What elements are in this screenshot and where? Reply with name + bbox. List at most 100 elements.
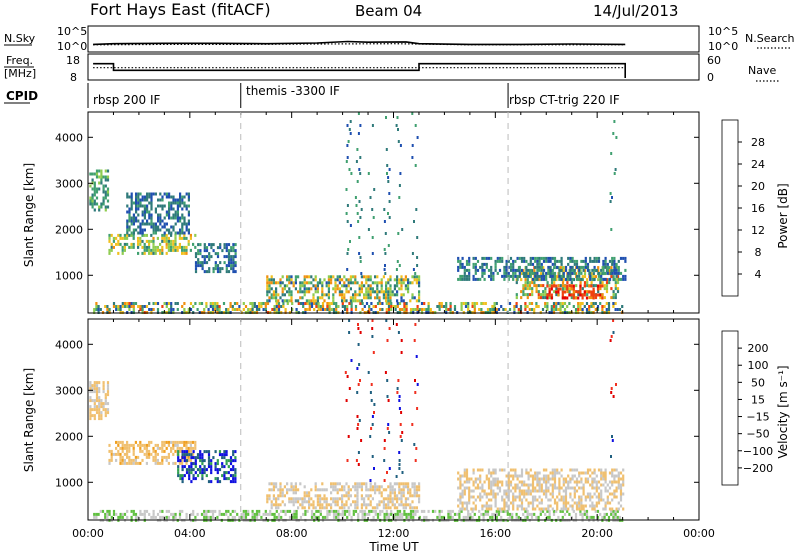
power-cell bbox=[387, 290, 390, 294]
velocity-cell bbox=[400, 488, 403, 492]
velocity-cell bbox=[313, 512, 316, 516]
power-cell bbox=[104, 178, 107, 182]
velocity-cell bbox=[490, 498, 493, 502]
power-cell bbox=[534, 259, 537, 263]
velocity-cell bbox=[275, 500, 278, 504]
power-cell bbox=[603, 287, 606, 291]
velocity-cell bbox=[365, 512, 369, 516]
power-cell bbox=[146, 198, 149, 202]
power-cell bbox=[297, 275, 300, 279]
velocity-cell bbox=[562, 504, 565, 508]
power-cell bbox=[427, 308, 430, 311]
power-cell bbox=[214, 305, 217, 308]
velocity-cell bbox=[167, 509, 171, 513]
power-cell bbox=[347, 290, 350, 294]
velocity-cell bbox=[167, 515, 171, 519]
power-cell bbox=[325, 281, 328, 285]
power-cell bbox=[119, 308, 122, 311]
velocity-cell bbox=[347, 491, 350, 495]
velocity-cell bbox=[341, 488, 344, 492]
power-cell bbox=[571, 271, 574, 275]
power-cell bbox=[168, 216, 171, 220]
velocity-cell bbox=[281, 494, 284, 498]
velocity-cell bbox=[575, 468, 579, 472]
velocity-cell bbox=[390, 512, 393, 516]
velocity-cell bbox=[294, 500, 297, 504]
power-cell bbox=[95, 202, 99, 206]
power-cell bbox=[592, 275, 595, 279]
power-cell bbox=[219, 270, 222, 274]
power-cell bbox=[584, 262, 587, 266]
power-cell bbox=[624, 274, 627, 278]
velocity-cell bbox=[106, 512, 109, 516]
velocity-colorbar-label: Velocity [m s⁻¹] bbox=[776, 365, 790, 458]
velocity-cell bbox=[518, 498, 521, 502]
power-cell bbox=[465, 274, 469, 278]
velocity-cell bbox=[536, 474, 539, 478]
power-cell bbox=[614, 266, 617, 270]
power-cell bbox=[546, 296, 549, 300]
velocity-cell bbox=[102, 390, 105, 394]
velocity-cell bbox=[407, 491, 410, 495]
power-cell bbox=[396, 278, 399, 282]
velocity-cell bbox=[286, 491, 289, 495]
power-cell bbox=[302, 305, 305, 308]
power-cell bbox=[299, 302, 303, 305]
velocity-cell bbox=[225, 450, 228, 454]
velocity-cell bbox=[203, 450, 206, 454]
power-cell bbox=[343, 308, 347, 311]
power-cell bbox=[349, 299, 352, 303]
velocity-cell bbox=[404, 500, 407, 504]
velocity-cell bbox=[115, 512, 118, 516]
power-cell bbox=[487, 268, 491, 272]
power-cell bbox=[178, 233, 181, 237]
power-streak-cell bbox=[613, 172, 616, 175]
power-cell bbox=[187, 231, 190, 235]
velocity-streak-cell bbox=[612, 331, 615, 334]
velocity-cell bbox=[596, 515, 600, 519]
power-cell bbox=[577, 302, 580, 305]
velocity-cell bbox=[470, 507, 473, 511]
velocity-cell bbox=[552, 512, 556, 516]
power-cell bbox=[476, 259, 480, 263]
power-cell bbox=[168, 228, 171, 232]
velocity-cell bbox=[221, 462, 224, 466]
velocity-cell bbox=[145, 509, 149, 513]
power-cell bbox=[557, 308, 560, 311]
power-cell bbox=[372, 305, 375, 308]
power-streak-cell bbox=[356, 212, 359, 215]
power-cell bbox=[288, 275, 291, 279]
power-cell bbox=[91, 187, 94, 191]
velocity-cell bbox=[582, 507, 585, 511]
velocity-cell bbox=[391, 485, 394, 489]
velocity-streak-cell bbox=[386, 395, 389, 398]
velocity-cell bbox=[606, 501, 609, 505]
power-cell bbox=[100, 205, 103, 209]
velocity-cell bbox=[398, 488, 401, 492]
station-title: Fort Hays East (fitACF) bbox=[90, 0, 271, 19]
power-cell bbox=[154, 225, 157, 229]
velocity-cell bbox=[540, 501, 543, 505]
velocity-ytick-label: 2000 bbox=[55, 430, 83, 443]
power-cell bbox=[354, 278, 357, 282]
power-cell bbox=[290, 278, 293, 282]
x-axis-label: Time UT bbox=[368, 540, 419, 554]
velocity-cell bbox=[531, 489, 535, 493]
power-cell bbox=[161, 198, 164, 202]
velocity-cell bbox=[121, 458, 124, 462]
power-cell bbox=[170, 302, 173, 305]
power-cell bbox=[321, 281, 324, 285]
velocity-cell bbox=[394, 515, 397, 519]
velocity-cell bbox=[244, 512, 248, 516]
velocity-cell bbox=[102, 402, 105, 406]
velocity-cell bbox=[622, 477, 625, 481]
velocity-cell bbox=[495, 515, 498, 519]
velocity-cell bbox=[352, 509, 355, 513]
power-cell bbox=[179, 216, 182, 220]
power-cell bbox=[387, 281, 390, 285]
velocity-cell bbox=[126, 443, 129, 447]
power-cell bbox=[581, 278, 584, 282]
power-cell bbox=[559, 266, 562, 270]
power-cell bbox=[523, 256, 526, 260]
power-cell bbox=[590, 293, 593, 297]
